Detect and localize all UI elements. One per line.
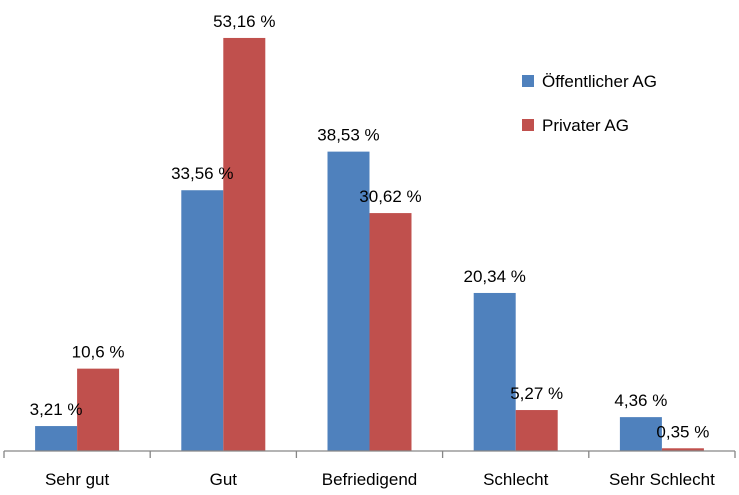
data-labels-group: 3,21 % 10,6 % 33,56 % 53,16 % 38,53 % 30,62 %… (30, 12, 710, 441)
legend-label-privater: Privater AG (542, 116, 629, 135)
bar-oeffentlicher-2 (327, 151, 370, 452)
x-tick-label-0: Sehr gut (45, 470, 110, 489)
bar-oeffentlicher-3 (473, 292, 516, 451)
bars-group (35, 37, 704, 452)
data-label-oeffentlicher-0: 3,21 % (30, 400, 83, 419)
x-tick-label-2: Befriedigend (322, 470, 417, 489)
x-axis-tick-labels: Sehr gut Gut Befriedigend Schlecht Sehr Schl… (45, 470, 715, 489)
legend-label-oeffentlicher: Öffentlicher AG (542, 72, 657, 91)
bar-oeffentlicher-1 (181, 190, 224, 451)
legend: Öffentlicher AG Privater AG (522, 72, 657, 135)
data-label-oeffentlicher-2: 38,53 % (317, 126, 379, 145)
data-label-oeffentlicher-1: 33,56 % (171, 164, 233, 183)
bar-privater-1 (223, 37, 266, 451)
bar-privater-0 (77, 368, 120, 451)
data-label-privater-3: 5,27 % (510, 384, 563, 403)
x-tick-label-4: Sehr Schlecht (609, 470, 715, 489)
data-label-oeffentlicher-3: 20,34 % (464, 267, 526, 286)
data-label-privater-4: 0,35 % (656, 422, 709, 441)
x-tick-label-3: Schlecht (483, 470, 548, 489)
bar-oeffentlicher-0 (35, 426, 78, 451)
x-axis-ticks (3, 451, 736, 458)
legend-swatch-oeffentlicher (522, 75, 534, 87)
data-label-oeffentlicher-4: 4,36 % (614, 391, 667, 410)
x-tick-label-1: Gut (210, 470, 238, 489)
data-label-privater-1: 53,16 % (213, 12, 275, 31)
bar-privater-3 (515, 410, 558, 451)
data-label-privater-2: 30,62 % (359, 187, 421, 206)
data-label-privater-0: 10,6 % (72, 343, 125, 362)
bar-privater-4 (661, 448, 704, 451)
legend-swatch-privater (522, 119, 534, 131)
bar-privater-2 (369, 213, 412, 451)
bar-oeffentlicher-4 (619, 417, 662, 451)
